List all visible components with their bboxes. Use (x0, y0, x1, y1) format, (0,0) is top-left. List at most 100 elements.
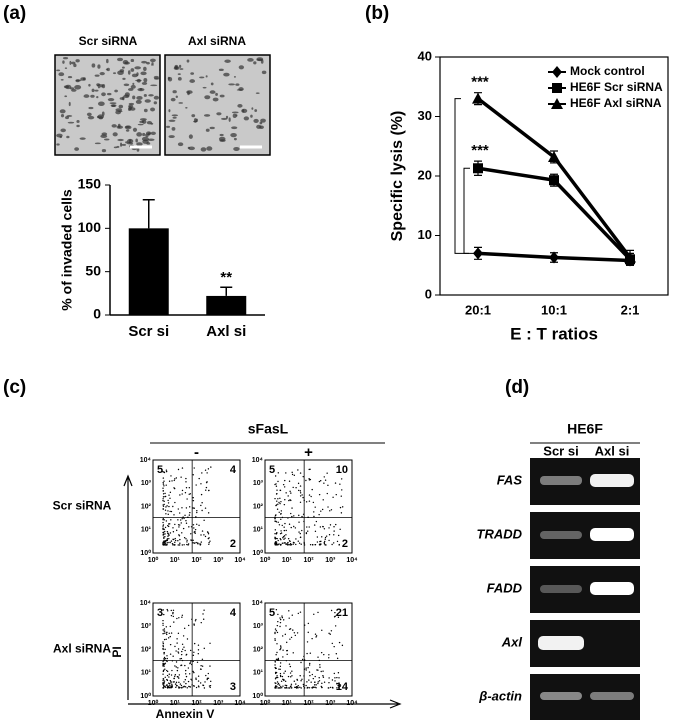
event (164, 526, 167, 529)
cell (73, 63, 77, 68)
event (166, 633, 168, 636)
event (186, 498, 188, 500)
cell (223, 72, 230, 77)
event (163, 536, 165, 538)
event (339, 483, 341, 485)
event (292, 543, 294, 545)
event (294, 527, 297, 529)
event (202, 684, 205, 687)
event (181, 686, 183, 689)
event (325, 535, 328, 537)
event (187, 624, 190, 627)
event (196, 661, 199, 664)
cell (121, 143, 127, 146)
event (277, 480, 279, 483)
cell (174, 64, 179, 70)
event (176, 529, 178, 532)
cell (224, 59, 231, 63)
cell (237, 104, 243, 108)
event (336, 540, 339, 543)
event (181, 467, 184, 469)
event (335, 523, 337, 526)
event (295, 685, 298, 688)
event (278, 501, 280, 504)
event (326, 472, 328, 474)
event (284, 670, 286, 672)
event (195, 686, 198, 689)
event (297, 687, 299, 689)
event (308, 478, 310, 480)
event (162, 664, 164, 667)
event (274, 628, 277, 630)
image-label: Axl siRNA (188, 34, 246, 48)
cell (143, 77, 148, 83)
event (290, 543, 293, 546)
cell (97, 64, 101, 69)
cell (153, 101, 158, 105)
event (280, 680, 283, 682)
event (286, 641, 288, 644)
event (172, 681, 174, 683)
cell (67, 121, 75, 124)
event (323, 541, 325, 544)
legend-marker (552, 83, 562, 93)
event (178, 512, 181, 514)
y-tick-label: 10⁴ (252, 600, 264, 607)
event (162, 543, 164, 546)
event (276, 643, 278, 645)
marker (472, 92, 484, 104)
event (298, 542, 301, 544)
event (341, 644, 344, 647)
event (320, 479, 322, 482)
cell (117, 138, 124, 142)
cell (150, 84, 158, 87)
event (184, 686, 187, 688)
event (277, 613, 279, 616)
event (279, 645, 282, 647)
event (282, 537, 284, 539)
event (293, 525, 295, 528)
event (279, 665, 282, 668)
event (320, 510, 322, 512)
event (192, 507, 194, 509)
y-tick-label: 10⁰ (252, 692, 263, 700)
event (287, 541, 289, 544)
event (285, 687, 288, 689)
event (274, 664, 276, 666)
cell (219, 133, 224, 137)
cell (75, 59, 80, 63)
event (167, 610, 169, 612)
event (195, 677, 197, 679)
cell (90, 94, 95, 98)
event (283, 672, 285, 674)
event (276, 500, 278, 502)
flow-plot (152, 459, 241, 554)
event (163, 503, 165, 506)
cell (131, 73, 138, 78)
event (165, 520, 168, 522)
event (178, 686, 180, 688)
event (323, 482, 325, 484)
event (279, 497, 281, 500)
event (290, 526, 292, 529)
event (284, 479, 286, 482)
cell (253, 61, 257, 65)
event (176, 669, 179, 672)
event (174, 544, 176, 546)
event (170, 475, 172, 477)
event (180, 657, 183, 660)
event (277, 539, 279, 542)
cell (79, 137, 86, 140)
event (185, 487, 188, 489)
event (162, 622, 164, 625)
cell (238, 87, 244, 91)
cell (191, 114, 196, 118)
event (328, 687, 330, 689)
event (163, 686, 165, 689)
gel-band (590, 692, 634, 700)
event (279, 674, 282, 677)
event (280, 510, 283, 512)
event (163, 681, 165, 684)
event (205, 481, 208, 484)
event (165, 484, 167, 486)
